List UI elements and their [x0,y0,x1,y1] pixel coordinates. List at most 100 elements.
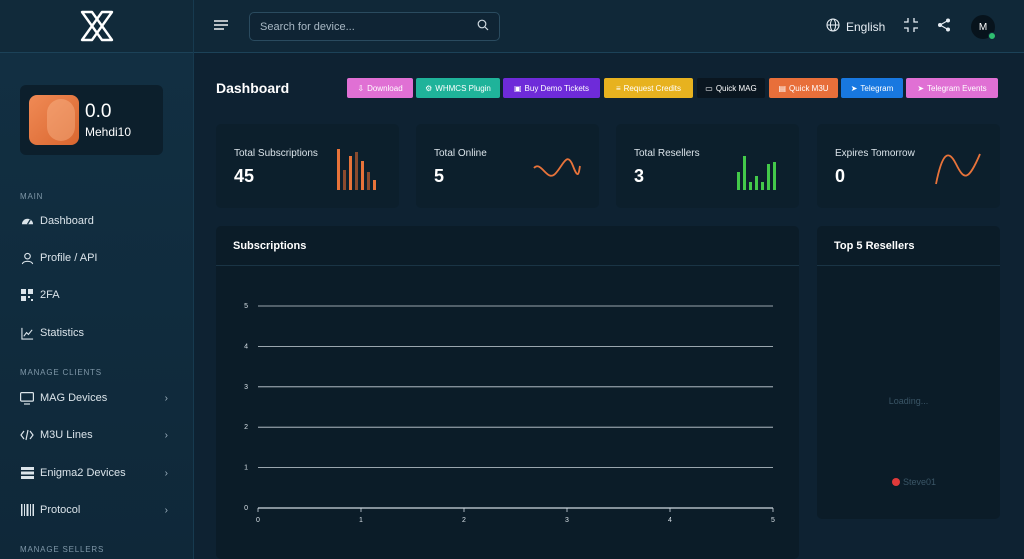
sidebar-item-mag-devices[interactable]: MAG Devices › [20,387,172,409]
user-icon [20,251,34,265]
button-label: Request Credits [623,83,682,93]
logo-area [0,0,193,53]
barcode-icon [20,503,34,517]
sidebar-item-label: M3U Lines [40,429,93,441]
stat-card-total-subscriptions: Total Subscriptions 45 [216,124,399,208]
x-tick-label: 4 [668,517,672,524]
subscriptions-chart: 0 1 2 3 4 5 0 1 2 3 4 5 [244,303,775,524]
x-tick-label: 0 [256,517,260,524]
sidebar-item-enigma2-devices[interactable]: Enigma2 Devices › [20,462,172,484]
ticket-icon: ▣ [513,83,522,93]
stat-label: Total Resellers [634,148,700,159]
subscriptions-panel: Subscriptions 0 1 2 3 4 5 0 1 2 3 4 5 [216,226,799,559]
stat-label: Total Subscriptions [234,148,318,159]
profile-name: Mehdi10 [85,125,132,139]
subscriptions-panel-title: Subscriptions [216,226,799,266]
request-credits-button[interactable]: ≡ Request Credits [604,78,693,98]
sidebar-item-label: Protocol [40,504,81,516]
page-title: Dashboard [216,80,290,96]
globe-icon [826,18,840,35]
section-label-main: MAIN [20,192,44,201]
sidebar-item-label: Statistics [40,327,85,339]
stat-label: Total Online [434,148,487,159]
language-selector[interactable]: English [826,18,885,35]
loading-text: Loading... [888,396,929,406]
x-tick-label: 2 [462,517,466,524]
button-label: Telegram Events [927,83,987,93]
sidebar-item-label: Enigma2 Devices [40,467,126,479]
x-tick-label: 1 [359,517,363,524]
profile-avatar [29,95,79,145]
stat-value: 0 [835,166,846,186]
sidebar: 0.0 Mehdi10 MAIN Dashboard Profile / API… [0,0,194,559]
fullscreen-exit-icon[interactable] [904,18,920,34]
sidebar-item-profile-api[interactable]: Profile / API [20,247,172,269]
stat-value: 45 [234,166,255,186]
plugin-icon: ⚙ [425,83,433,93]
stat-card-total-online: Total Online 5 [416,124,599,208]
sparkline-wave [533,158,581,177]
chevron-right-icon: › [164,504,168,516]
x-tick-label: 3 [565,517,569,524]
sparkline-bars [337,149,376,190]
top-resellers-panel: Top 5 Resellers Loading... Steve01 [817,226,1000,519]
button-label: Download [367,83,403,93]
sidebar-item-label: MAG Devices [40,392,108,404]
legend-label: Steve01 [903,477,937,487]
sparkline-bars-green [737,156,776,190]
telegram-icon: ➤ [917,83,925,93]
chart-legend[interactable]: Steve01 [892,477,936,487]
sidebar-item-label: 2FA [40,289,60,301]
stat-value: 5 [434,166,445,186]
sidebar-item-statistics[interactable]: Statistics [20,322,172,344]
x-tick-label: 5 [771,517,775,524]
sidebar-item-2fa[interactable]: 2FA [20,284,172,306]
download-button[interactable]: ⇩ Download [347,78,413,98]
download-icon: ⇩ [357,83,365,93]
telegram-icon: ➤ [850,83,858,93]
code-icon [20,428,34,442]
stat-card-total-resellers: Total Resellers 3 [616,124,799,208]
telegram-button[interactable]: ➤ Telegram [841,78,903,98]
whmcs-plugin-button[interactable]: ⚙ WHMCS Plugin [416,78,500,98]
buy-demo-tickets-button[interactable]: ▣ Buy Demo Tickets [503,78,600,98]
online-status-dot [988,32,996,40]
search-icon[interactable] [477,18,489,36]
y-tick-label: 4 [244,343,248,350]
menu-toggle-icon[interactable] [214,18,230,34]
button-label: Quick MAG [715,83,757,93]
profile-balance: 0.0 [85,101,112,122]
topbar: English M [194,0,1024,53]
stat-value: 3 [634,166,645,186]
sidebar-item-dashboard[interactable]: Dashboard [20,210,172,232]
button-label: Quick M3U [789,83,829,93]
section-label-manage-sellers: MANAGE SELLERS [20,545,105,554]
button-label: Buy Demo Tickets [524,83,590,93]
chevron-right-icon: › [164,429,168,441]
user-initial: M [978,21,988,33]
chevron-right-icon: › [164,467,168,479]
profile-card[interactable]: 0.0 Mehdi10 [20,85,163,155]
telegram-events-button[interactable]: ➤ Telegram Events [906,78,998,98]
x-logo-icon[interactable] [78,10,116,42]
tv-icon: ▭ [705,83,713,93]
sparkline-curve [935,153,981,185]
user-avatar[interactable]: M [971,15,996,40]
top-resellers-panel-title: Top 5 Resellers [817,226,1000,266]
search-input[interactable] [260,20,477,33]
y-tick-label: 3 [244,384,248,391]
monitor-icon [20,391,34,405]
language-label: English [846,19,886,34]
gauge-icon [20,214,34,228]
button-label: Telegram [860,83,894,93]
share-icon[interactable] [937,18,953,34]
y-tick-label: 2 [244,424,248,431]
sidebar-item-m3u-lines[interactable]: M3U Lines › [20,424,172,446]
y-tick-label: 0 [244,505,248,512]
y-tick-label: 1 [244,465,248,472]
quick-mag-button[interactable]: ▭ Quick MAG [697,78,765,98]
sidebar-item-label: Dashboard [40,215,94,227]
quick-m3u-button[interactable]: ▤ Quick M3U [769,78,838,98]
coins-icon: ≡ [615,83,621,93]
sidebar-item-protocol[interactable]: Protocol › [20,499,172,521]
